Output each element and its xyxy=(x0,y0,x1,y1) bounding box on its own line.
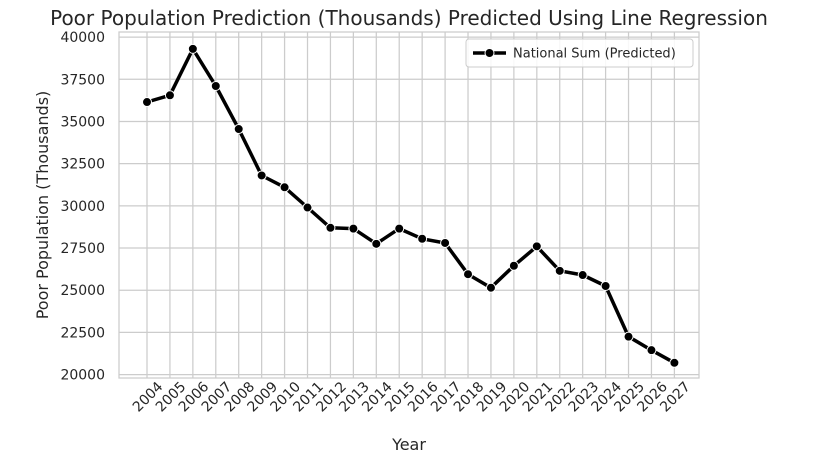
y-tick-label: 20000 xyxy=(60,368,105,384)
y-tick-label: 22500 xyxy=(60,325,105,341)
data-point xyxy=(187,43,198,54)
plot-frame xyxy=(118,31,700,379)
plot-background xyxy=(119,32,699,378)
y-tick-label: 27500 xyxy=(60,241,105,257)
y-tick-label: 30000 xyxy=(60,199,105,215)
data-point xyxy=(325,222,336,233)
y-tick-label: 35000 xyxy=(60,114,105,130)
data-point xyxy=(164,90,175,101)
data-point xyxy=(508,260,519,271)
legend-box xyxy=(465,38,694,68)
grid-lines xyxy=(119,32,699,378)
data-point xyxy=(371,238,382,249)
data-point xyxy=(279,182,290,193)
data-point xyxy=(256,170,267,181)
x-axis-title: Year xyxy=(391,435,426,454)
data-point xyxy=(554,265,565,276)
y-tick-label: 37500 xyxy=(60,72,105,88)
data-point xyxy=(417,233,428,244)
data-point xyxy=(348,223,359,234)
data-point xyxy=(669,357,680,368)
data-point xyxy=(623,331,634,342)
chart-title: Poor Population Prediction (Thousands) P… xyxy=(50,6,768,30)
legend-marker-sample xyxy=(484,48,495,58)
data-point xyxy=(440,237,451,248)
legend: National Sum (Predicted) xyxy=(465,38,694,68)
y-tick-label: 25000 xyxy=(60,283,105,299)
series-layer xyxy=(142,43,680,368)
data-point xyxy=(577,270,588,281)
y-tick-label: 40000 xyxy=(60,30,105,46)
data-point xyxy=(485,282,496,293)
data-point xyxy=(531,241,542,252)
data-point xyxy=(600,281,611,292)
data-point xyxy=(302,202,313,213)
data-point xyxy=(463,269,474,280)
x-axis-ticks: 2004200520062007200820092010201120122013… xyxy=(130,379,694,416)
y-axis-title: Poor Population (Thousands) xyxy=(33,91,52,320)
legend-label: National Sum (Predicted) xyxy=(513,47,676,62)
data-point xyxy=(646,345,657,356)
data-point xyxy=(233,124,244,135)
data-point xyxy=(142,97,152,108)
y-tick-label: 32500 xyxy=(60,157,105,173)
data-point xyxy=(394,223,405,234)
y-axis-ticks: 20000 22500 25000 27500 30000 32500 35000 37500… xyxy=(60,30,105,384)
data-point xyxy=(210,81,221,92)
